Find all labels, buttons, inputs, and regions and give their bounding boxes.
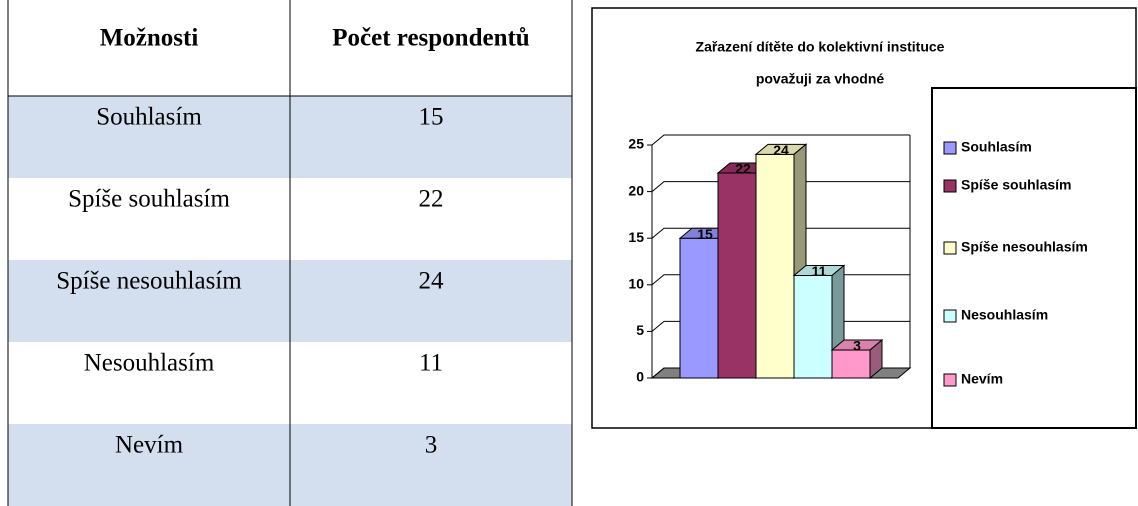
table-cell: Spíše nesouhlasím	[56, 268, 242, 295]
legend-label: Nevím	[961, 371, 1003, 387]
legend-swatch	[943, 141, 957, 155]
table-header: Možnosti	[100, 25, 199, 52]
y-tick-label: 25	[628, 136, 644, 152]
table-cell: Nevím	[115, 432, 184, 459]
y-tick-label: 0	[636, 369, 644, 385]
table-header: Počet respondentů	[332, 25, 530, 52]
grid-line	[651, 134, 910, 146]
data-label: 11	[812, 263, 827, 279]
data-label: 24	[773, 142, 789, 158]
chart-title: považuji za vhodné	[756, 71, 885, 87]
bar-front	[679, 237, 719, 379]
legend-label: Spíše souhlasím	[961, 177, 1071, 193]
legend-swatch	[943, 309, 957, 323]
y-tick-label: 5	[636, 322, 644, 338]
table-cell: 11	[419, 350, 443, 377]
data-label: 22	[735, 161, 751, 177]
legend-swatch	[943, 373, 957, 387]
table-cell: Spíše souhlasím	[68, 186, 230, 213]
y-tick-label: 20	[628, 182, 644, 198]
chart-title: Zařazení dítěte do kolektivní instituce	[696, 39, 945, 55]
table-cell: 22	[419, 186, 444, 213]
table-cell: Nesouhlasím	[84, 350, 215, 377]
bar	[830, 338, 884, 380]
table-cell: Souhlasím	[96, 104, 202, 131]
legend-label: Souhlasím	[961, 139, 1032, 155]
data-label: 3	[853, 338, 861, 354]
bar-front	[755, 153, 795, 379]
table-cell: 3	[425, 432, 438, 459]
grid-line	[651, 227, 910, 239]
bar-front	[717, 172, 757, 379]
table-cell: 15	[419, 104, 444, 131]
bar-front	[793, 274, 833, 379]
bar-front	[831, 349, 871, 379]
legend-swatch	[943, 241, 957, 255]
y-tick-label: 15	[628, 229, 644, 245]
data-label: 15	[697, 226, 713, 242]
legend-label: Spíše nesouhlasím	[961, 239, 1088, 255]
legend-swatch	[943, 179, 957, 193]
legend-box	[931, 87, 1137, 429]
legend-label: Nesouhlasím	[961, 307, 1048, 323]
bar-side	[869, 338, 883, 380]
y-tick-label: 10	[628, 276, 644, 292]
table-cell: 24	[419, 268, 445, 295]
grid-line	[651, 181, 910, 192]
